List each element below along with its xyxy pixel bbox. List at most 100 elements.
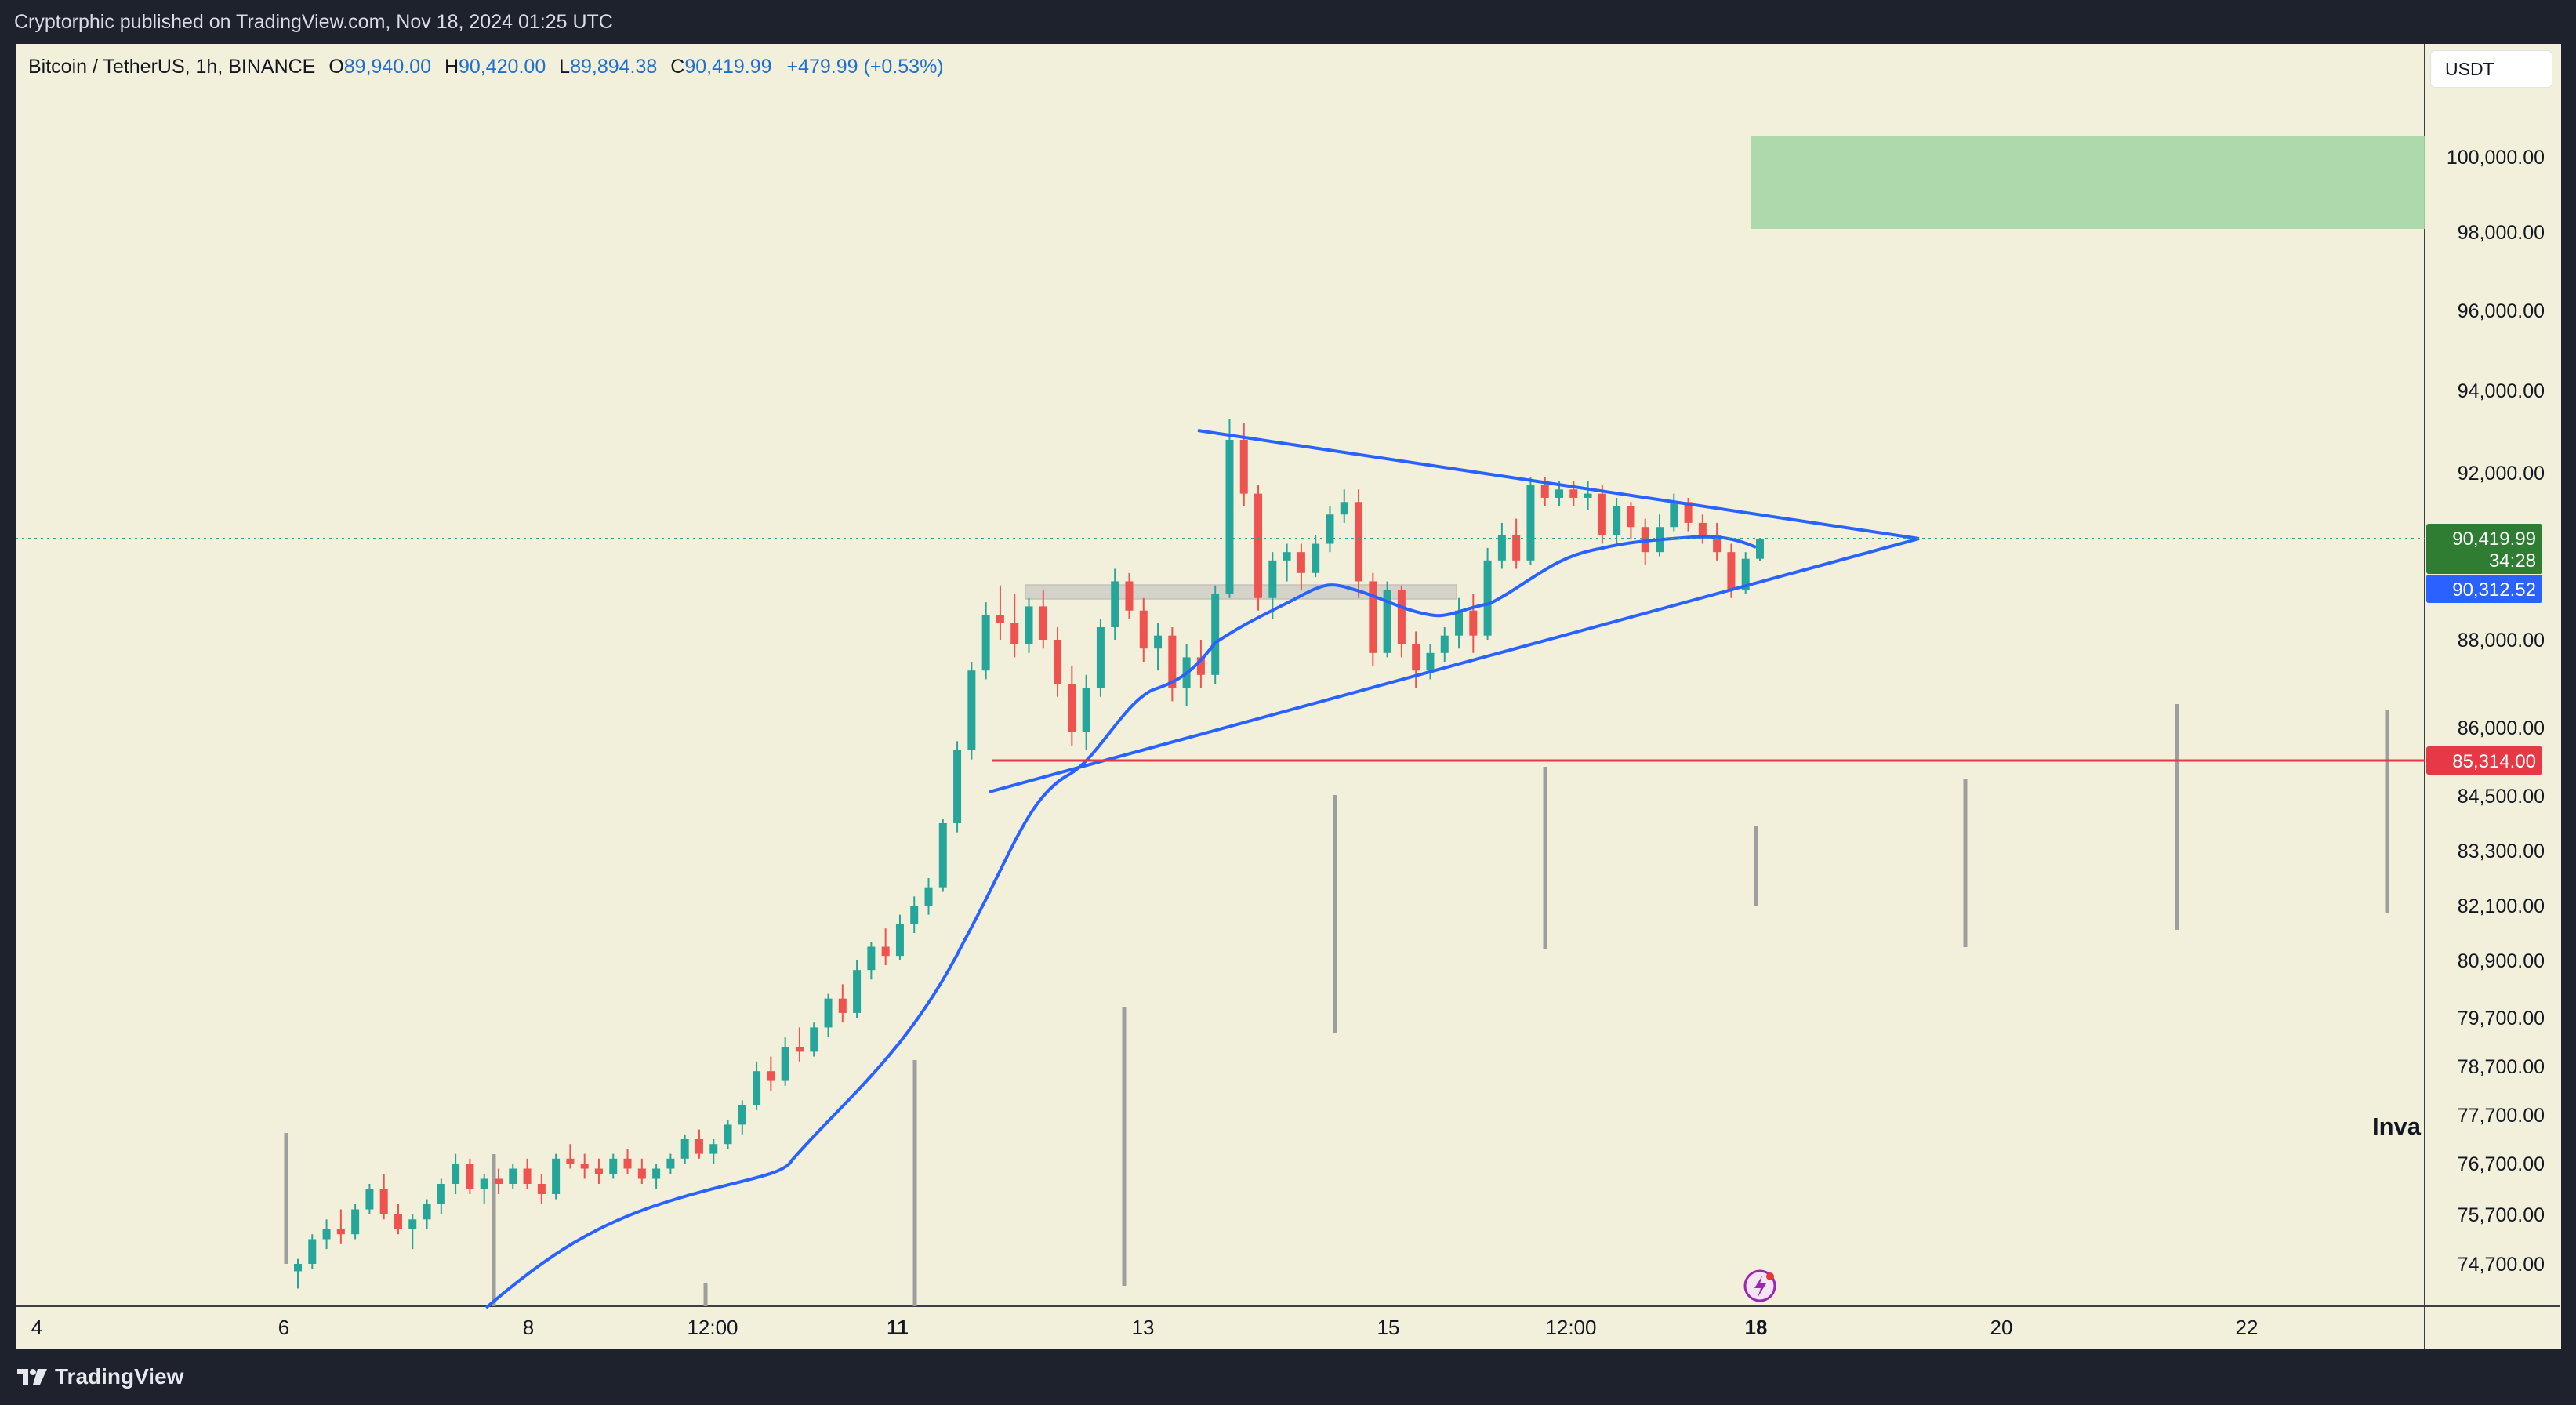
- candle: [1670, 493, 1678, 532]
- candle: [408, 1214, 417, 1250]
- candle: [981, 602, 990, 680]
- time-tick-label: 20: [1990, 1316, 2013, 1339]
- time-tick-label: 4: [31, 1316, 42, 1339]
- consolidation-box[interactable]: [1025, 584, 1457, 600]
- candle: [494, 1168, 503, 1194]
- annotation-text[interactable]: Inva: [2372, 1113, 2422, 1140]
- price-tick-label: 100,000.00: [2447, 147, 2545, 169]
- candle: [1397, 585, 1406, 658]
- candle: [853, 960, 862, 1018]
- price-tick-label: 98,000.00: [2458, 222, 2545, 244]
- candle: [394, 1204, 402, 1235]
- price-tick-label: 82,100.00: [2458, 895, 2545, 917]
- candle: [308, 1234, 317, 1269]
- high-value: 90,420.00: [459, 56, 546, 78]
- price-tick-label: 77,700.00: [2458, 1105, 2545, 1127]
- target-zone[interactable]: [1751, 136, 2425, 229]
- price-axis[interactable]: [2425, 44, 2560, 1306]
- open-label: O: [328, 56, 344, 78]
- candle: [953, 741, 962, 833]
- candle: [1039, 590, 1047, 649]
- tradingview-logo[interactable]: TradingView: [16, 1364, 183, 1389]
- lightning-icon[interactable]: [1743, 1269, 1776, 1302]
- candle: [1211, 585, 1220, 684]
- triangle-lower-line[interactable]: [989, 537, 1920, 793]
- candle: [1297, 543, 1305, 590]
- price-tick-label: 96,000.00: [2458, 300, 2545, 322]
- candle: [566, 1144, 575, 1169]
- time-tick-label: 18: [1745, 1316, 1768, 1339]
- candle: [1225, 419, 1234, 598]
- candle: [881, 928, 890, 966]
- candle: [938, 819, 947, 892]
- candle: [1584, 481, 1592, 510]
- svg-text:90,312.52: 90,312.52: [2452, 579, 2536, 601]
- chart-area[interactable]: [16, 44, 2561, 1349]
- svg-text:85,314.00: 85,314.00: [2452, 751, 2536, 772]
- candle: [609, 1153, 618, 1179]
- candle: [838, 984, 847, 1023]
- price-tick-label: 86,000.00: [2458, 717, 2545, 739]
- candle: [1125, 572, 1134, 619]
- candle: [867, 942, 876, 980]
- candle: [738, 1100, 746, 1135]
- candle: [437, 1178, 445, 1214]
- candle: [795, 1027, 804, 1062]
- candle: [967, 662, 976, 760]
- time-tick-label: 22: [2236, 1316, 2259, 1339]
- currency-selector[interactable]: USDT: [2430, 50, 2552, 88]
- candle: [552, 1153, 561, 1200]
- open-value: 89,940.00: [343, 56, 431, 78]
- symbol-legend[interactable]: Bitcoin / TetherUS, 1h, BINANCE O89,940.…: [28, 56, 944, 78]
- publish-info: Cryptorphic published on TradingView.com…: [14, 11, 613, 33]
- triangle-upper-line[interactable]: [1197, 429, 1920, 540]
- candle: [1154, 623, 1163, 671]
- candle: [351, 1204, 360, 1240]
- candle: [1326, 506, 1334, 553]
- candle: [1355, 489, 1363, 598]
- price-tick-label: 83,300.00: [2458, 840, 2545, 862]
- candle: [1426, 644, 1435, 680]
- price-axis-ticks: 100,000.00 98,000.00 96,000.00 94,000.00 92,…: [2447, 147, 2545, 1276]
- candle: [509, 1164, 517, 1189]
- symbol-name: Bitcoin / TetherUS, 1h, BINANCE: [28, 56, 316, 78]
- candle: [781, 1037, 789, 1086]
- time-tick-label: 13: [1132, 1316, 1155, 1339]
- candle: [895, 914, 904, 960]
- candle: [810, 1022, 818, 1057]
- price-tick-label: 88,000.00: [2458, 630, 2545, 652]
- candle: [580, 1153, 589, 1179]
- candle: [423, 1199, 431, 1229]
- candle: [996, 585, 1004, 640]
- low-label: L: [559, 56, 571, 78]
- candle: [652, 1164, 661, 1189]
- candle: [623, 1149, 632, 1174]
- candle: [1455, 597, 1464, 649]
- price-tick-label: 94,000.00: [2458, 380, 2545, 402]
- candle: [924, 878, 933, 915]
- time-tick-label: 12:00: [1545, 1316, 1596, 1339]
- candle: [1268, 552, 1277, 619]
- candle: [637, 1158, 646, 1184]
- candle: [910, 896, 919, 933]
- candles: [294, 419, 1764, 1289]
- candle: [365, 1184, 374, 1214]
- candle: [709, 1139, 718, 1164]
- ema-line[interactable]: [484, 535, 1757, 1309]
- candle: [1054, 627, 1062, 697]
- candle: [1440, 627, 1449, 662]
- candle: [1312, 535, 1320, 578]
- candle: [1526, 477, 1535, 565]
- svg-text:34:28: 34:28: [2489, 550, 2536, 572]
- candle: [1497, 522, 1506, 569]
- time-tick-label: 11: [887, 1316, 909, 1339]
- candle: [1656, 514, 1664, 557]
- footer-bar: [0, 1350, 2576, 1405]
- volume-bars: [284, 704, 2389, 1306]
- candle: [824, 993, 833, 1037]
- candle: [1469, 594, 1478, 653]
- candle: [1713, 522, 1722, 561]
- candle: [1369, 572, 1377, 666]
- candle: [1111, 568, 1119, 640]
